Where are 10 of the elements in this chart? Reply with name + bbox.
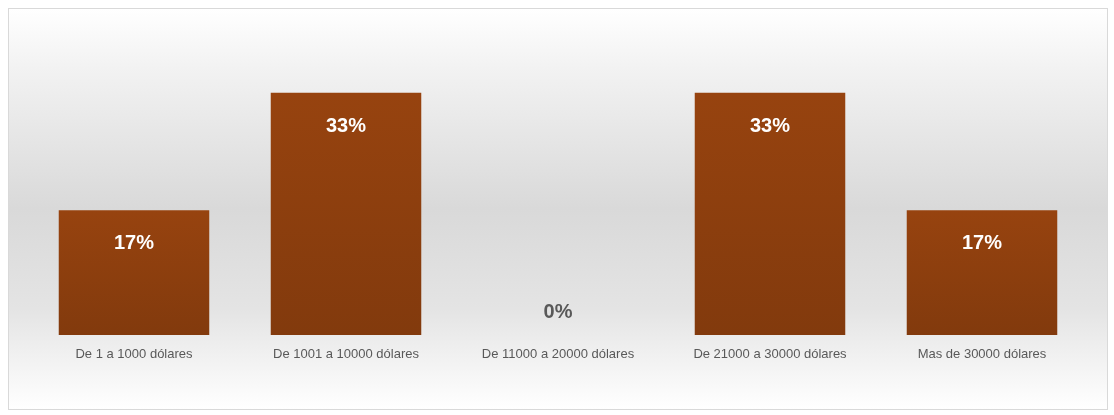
data-label: 33% — [749, 113, 791, 136]
data-label: 0% — [543, 300, 573, 322]
data-label: 17% — [961, 231, 1003, 254]
x-tick-label: De 21000 a 30000 dólares — [693, 346, 848, 361]
x-tick-label: De 1001 a 10000 dólares — [272, 346, 420, 361]
x-tick-label: Mas de 30000 dólares — [917, 346, 1047, 361]
x-tick-label: De 1 a 1000 dólares — [75, 346, 194, 361]
x-tick-label: De 11000 a 20000 dólares — [481, 346, 635, 361]
data-label: 17% — [113, 231, 155, 254]
data-label: 33% — [325, 113, 367, 136]
